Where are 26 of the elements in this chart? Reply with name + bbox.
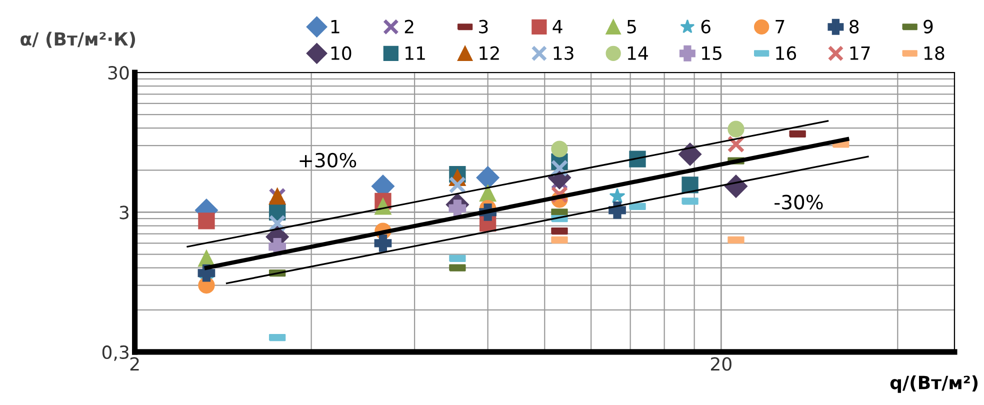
legend-label: 9 (924, 20, 933, 34)
legend-label: 1 (331, 20, 340, 34)
legend-label: 4 (552, 20, 562, 34)
x-tick-label: 20 (710, 357, 732, 371)
legend-label: 13 (554, 46, 574, 60)
legend-label: 16 (776, 46, 796, 60)
y-tick-label: 30 (108, 66, 129, 80)
legend-label: 3 (479, 20, 488, 34)
annotation: -30% (774, 194, 823, 210)
annotation: +30% (300, 152, 356, 168)
legend-label: 6 (701, 20, 710, 34)
legend-label: 10 (331, 46, 352, 60)
y-tick-label: 0,3 (102, 345, 128, 361)
legend-label: 17 (850, 46, 870, 60)
legend-label: 15 (702, 46, 722, 60)
legend-label: 8 (850, 20, 859, 34)
legend-label: 18 (924, 46, 944, 60)
x-axis-title: q/(Вт/м²) (890, 375, 978, 393)
legend-label: 14 (628, 46, 648, 60)
legend-label: 2 (404, 20, 414, 34)
legend-label: 5 (627, 20, 636, 34)
legend-label: 11 (406, 46, 425, 60)
y-axis-title: α/ (Вт/м²·К) (20, 32, 136, 48)
legend-label: 12 (480, 46, 499, 60)
legend-label: 7 (776, 20, 784, 34)
y-tick-label: 3 (120, 206, 128, 220)
